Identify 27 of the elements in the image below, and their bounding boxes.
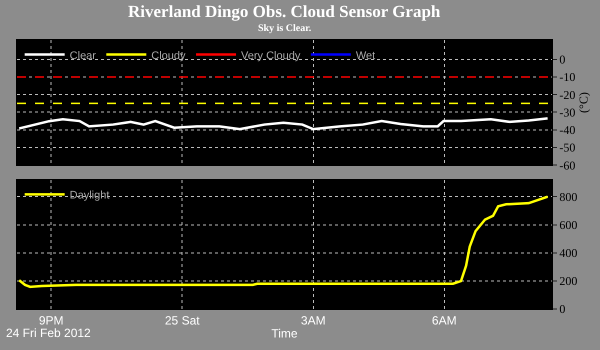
legend-label: Very Cloudy	[241, 50, 301, 62]
y-tick-label: -50	[559, 140, 576, 155]
y-tick-label: -40	[559, 123, 576, 138]
y-tick-label: -10	[559, 70, 576, 84]
legend-label: Daylight	[70, 190, 110, 202]
y-tick-label: -20	[559, 88, 576, 102]
y-tick-label: 200	[559, 274, 578, 288]
text: 24 Fri Feb 2012	[6, 326, 92, 340]
x-tick-label: 9PM	[38, 313, 64, 328]
legend-label: Clear	[70, 50, 96, 62]
x-tick-label: 3AM	[300, 313, 326, 328]
y-tick-label: -60	[559, 158, 576, 172]
y-tick-label: 600	[559, 218, 578, 232]
legend-label: Cloudy	[151, 50, 186, 62]
chart-subtitle: Sky is Clear.	[258, 23, 312, 34]
legend-label: Wet	[356, 50, 376, 62]
x-tick-label: 6AM	[432, 313, 457, 328]
chart-title: Riverland Dingo Obs. Cloud Sensor Graph	[128, 2, 441, 21]
y-axis-title: (°C)	[576, 92, 590, 113]
y-tick-label: 400	[559, 246, 578, 260]
x-axis-title: Time	[271, 326, 298, 340]
y-tick-label: -30	[559, 105, 576, 120]
x-tick-label: 25 Sat	[164, 313, 200, 328]
line-series	[18, 117, 549, 130]
y-tick-label: 0	[559, 52, 566, 67]
y-tick-label: 800	[559, 190, 578, 204]
y-tick-label: 0	[559, 302, 566, 316]
